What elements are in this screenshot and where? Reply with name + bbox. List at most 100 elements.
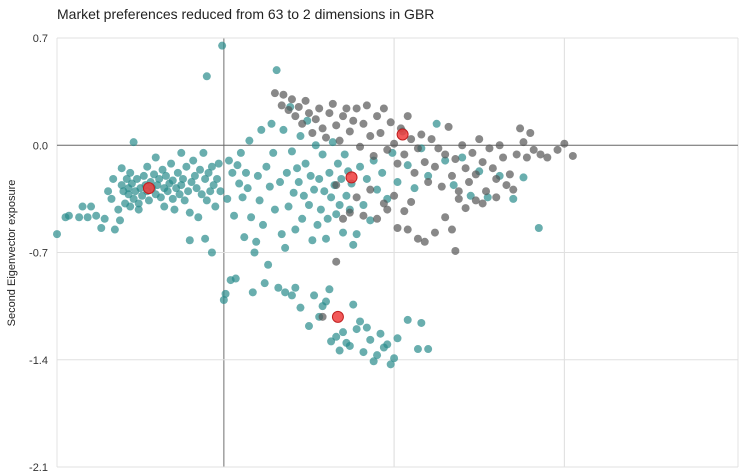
gray-point [287,95,296,104]
teal-point [373,185,382,194]
teal-point [310,185,319,194]
gray-point [495,141,504,150]
teal-point [342,191,351,200]
teal-point [138,191,147,200]
teal-point [325,285,334,294]
gray-point [332,257,341,266]
teal-point [291,225,300,234]
teal-point [311,141,320,150]
teal-point [335,201,344,210]
gray-point [291,112,300,121]
gray-point [441,150,450,159]
teal-point [173,168,182,177]
teal-point [211,202,220,211]
gray-point [321,133,330,142]
gray-point [390,191,399,200]
gray-point [383,145,392,154]
teal-point [207,162,216,171]
y-tick-label: -2.1 [29,462,48,472]
gray-point [356,142,365,151]
teal-point [534,223,543,232]
gray-point [522,153,531,162]
teal-point [83,213,92,222]
teal-point [413,345,422,354]
teal-point [168,176,177,185]
gray-point [454,194,463,203]
gray-point [454,187,463,196]
highlight-point [345,171,358,184]
teal-point [124,190,133,199]
teal-point [298,214,307,223]
gray-point [430,228,439,237]
teal-point [327,337,336,346]
y-tick-labels: 0.7 0.0 -0.7 -1.4 -2.1 [29,33,48,472]
teal-point [483,193,492,202]
teal-point [161,171,170,180]
teal-point [293,164,302,173]
teal-point [219,295,228,304]
teal-point [339,328,348,337]
teal-point [349,300,358,309]
teal-point [207,248,216,257]
gray-point [543,153,552,162]
gray-point [379,199,388,208]
gray-point [447,171,456,180]
gray-point [342,104,351,113]
teal-point [410,184,419,193]
teal-point [277,230,286,239]
gray-point [413,234,422,243]
teal-point [230,211,239,220]
teal-point [143,162,152,171]
gray-point [339,112,348,121]
teal-point [318,150,327,159]
gray-point [359,119,368,128]
gray-point [420,158,429,167]
teal-point [267,119,276,128]
teal-point [287,291,296,300]
teal-point [296,303,305,312]
teal-point [279,125,288,134]
teal-point [92,211,101,220]
gray-point [332,121,341,130]
teal-point [185,208,194,217]
teal-point [240,233,249,242]
y-tick-label: 0.7 [33,33,48,45]
teal-point [168,194,177,203]
gray-point [492,174,501,183]
teal-point [259,220,268,229]
gray-point [339,214,348,223]
teal-point [213,174,222,183]
gray-point [509,185,518,194]
teal-point [110,225,119,234]
teal-point [296,132,305,141]
teal-point [313,220,322,229]
gray-point [461,204,470,213]
gray-point [298,119,307,128]
gray-point [270,89,279,98]
gray-point [318,124,327,133]
teal-point [216,187,225,196]
teal-point [155,174,164,183]
gray-point [407,135,416,144]
gray-point [444,122,453,131]
teal-point [202,72,211,81]
teal-point [78,202,87,211]
teal-point [332,210,341,219]
gray-point [352,193,361,202]
teal-point [349,240,358,249]
gray-point [437,182,446,191]
teal-point [144,196,153,205]
teal-point [403,161,412,170]
teal-point [362,323,371,332]
gray-point [366,185,375,194]
teal-point [321,297,330,306]
teal-point [424,171,433,180]
teal-point [366,216,375,225]
teal-point [373,351,382,360]
teal-point [209,181,218,190]
gray-point [359,211,368,220]
teal-point [253,171,262,180]
teal-point [245,136,254,145]
teal-point [449,181,458,190]
